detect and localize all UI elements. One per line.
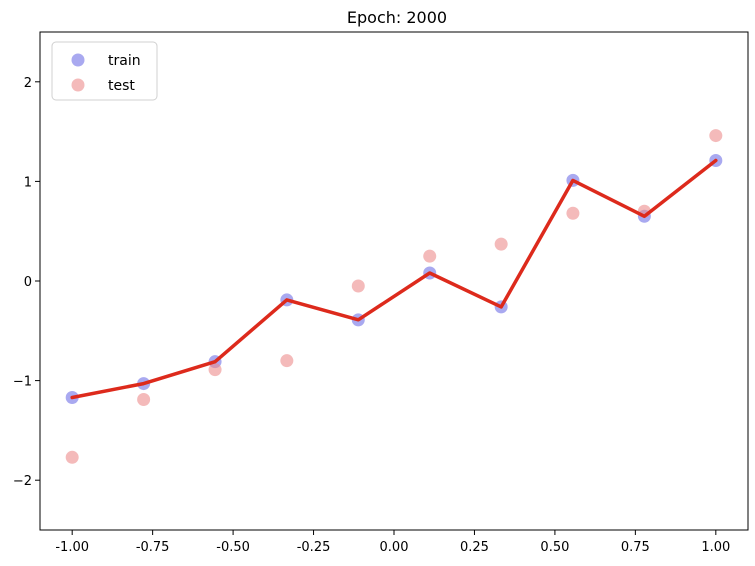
legend-marker-test: [71, 78, 85, 92]
x-tick-label: -0.25: [297, 540, 331, 555]
x-axis: -1.00 -0.75 -0.50 -0.25 0.00 0.25 0.50 0.75 1.00: [55, 530, 730, 555]
x-tick-label: -0.50: [216, 540, 250, 555]
y-tick-label: 2: [24, 76, 32, 91]
fit-line: [70, 158, 718, 400]
x-tick-label: 0.00: [380, 540, 409, 555]
x-tick-label: 0.75: [621, 540, 650, 555]
point-test-3: [280, 354, 294, 368]
point-test-0: [65, 450, 79, 464]
x-tick-label: 1.00: [701, 540, 730, 555]
plot-area: [65, 129, 723, 464]
axes-frame: [39, 31, 749, 531]
legend-label-test: test: [108, 78, 135, 94]
x-tick-label: -1.00: [55, 540, 89, 555]
point-test-2: [208, 363, 222, 377]
y-tick-label: −1: [13, 375, 32, 390]
x-tick-label: 0.50: [540, 540, 569, 555]
chart-title: Epoch: 2000: [347, 8, 447, 27]
legend-box: [51, 41, 158, 101]
legend: train test: [51, 41, 158, 101]
point-test-4: [351, 279, 365, 293]
point-test-9: [709, 129, 723, 143]
x-tick-label: -0.75: [136, 540, 170, 555]
y-tick-label: 1: [24, 175, 32, 190]
legend-label-train: train: [108, 53, 141, 69]
y-tick-label: −2: [13, 474, 32, 489]
x-tick-label: 0.25: [460, 540, 489, 555]
y-tick-label: 0: [24, 275, 32, 290]
legend-marker-train: [71, 53, 85, 67]
point-test-5: [423, 249, 437, 263]
point-test-7: [566, 206, 580, 220]
point-test-1: [137, 393, 151, 407]
point-test-6: [494, 237, 508, 251]
y-axis: −2 −1 0 1 2: [13, 76, 40, 489]
